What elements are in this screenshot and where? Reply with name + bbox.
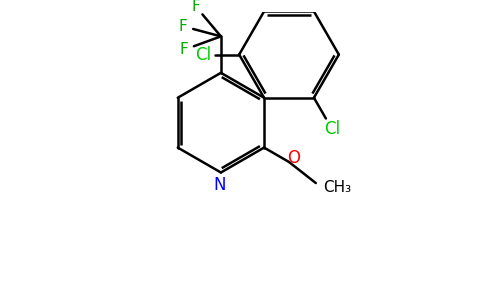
Text: Cl: Cl (324, 120, 340, 138)
Text: N: N (214, 176, 226, 194)
Text: F: F (180, 42, 188, 57)
Text: F: F (191, 0, 200, 14)
Text: Cl: Cl (195, 46, 211, 64)
Text: F: F (179, 19, 187, 34)
Text: O: O (287, 149, 300, 167)
Text: CH₃: CH₃ (323, 180, 351, 195)
